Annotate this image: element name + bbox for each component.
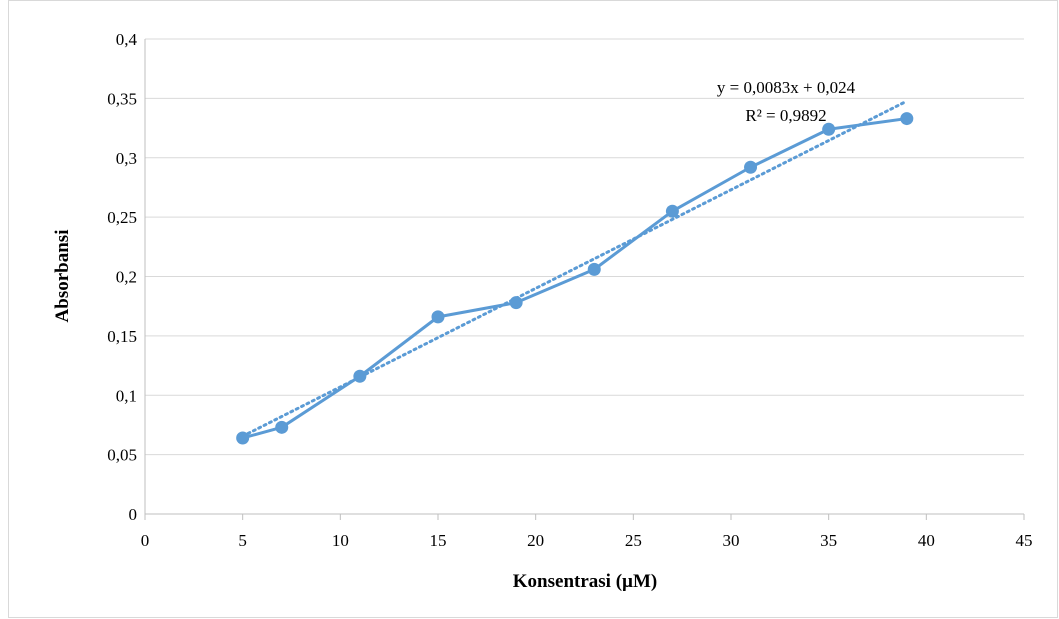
y-tick-label: 0,2 xyxy=(116,268,137,287)
trendline xyxy=(241,99,909,438)
x-tick-label: 10 xyxy=(332,531,349,550)
trendline-r-squared: R² = 0,9892 xyxy=(745,106,826,125)
data-point xyxy=(900,112,914,126)
y-axis-title: Absorbansi xyxy=(52,230,73,323)
x-tick-label: 30 xyxy=(723,531,740,550)
y-tick-labels: 0 0,05 0,1 0,15 0,2 0,25 0,3 0,35 0,4 xyxy=(107,30,137,524)
data-point xyxy=(744,160,758,174)
y-tick-label: 0,15 xyxy=(107,327,137,346)
series-group xyxy=(236,112,914,445)
data-point xyxy=(509,296,523,310)
data-point xyxy=(236,431,250,445)
trendline-equation: y = 0,0083x + 0,024 xyxy=(717,78,856,97)
x-tick-label: 40 xyxy=(918,531,935,550)
y-tick-label: 0,1 xyxy=(116,386,137,405)
x-tick-label: 15 xyxy=(430,531,447,550)
y-tick-label: 0 xyxy=(129,505,138,524)
data-point xyxy=(275,420,289,434)
series-line xyxy=(242,117,908,440)
gridlines xyxy=(145,38,1024,456)
axes xyxy=(144,39,1025,520)
y-tick-label: 0,05 xyxy=(107,446,137,465)
trendline-group xyxy=(241,99,909,438)
data-point xyxy=(587,262,601,276)
data-point xyxy=(431,310,445,324)
x-tick-label: 5 xyxy=(238,531,247,550)
x-tick-labels: 0 5 10 15 20 25 30 35 40 45 xyxy=(141,531,1033,550)
x-tick-label: 0 xyxy=(141,531,150,550)
y-tick-label: 0,3 xyxy=(116,149,137,168)
x-tick-label: 25 xyxy=(625,531,642,550)
x-tick-label: 20 xyxy=(527,531,544,550)
data-point xyxy=(353,369,367,383)
y-tick-label: 0,4 xyxy=(116,30,138,49)
x-tick-label: 35 xyxy=(820,531,837,550)
y-tick-label: 0,25 xyxy=(107,208,137,227)
x-tick-label: 45 xyxy=(1016,531,1033,550)
data-point xyxy=(665,204,679,218)
data-point xyxy=(822,122,836,136)
x-axis-title: Konsentrasi (µM) xyxy=(513,571,657,592)
y-tick-label: 0,35 xyxy=(107,89,137,108)
chart-frame xyxy=(8,0,1058,618)
